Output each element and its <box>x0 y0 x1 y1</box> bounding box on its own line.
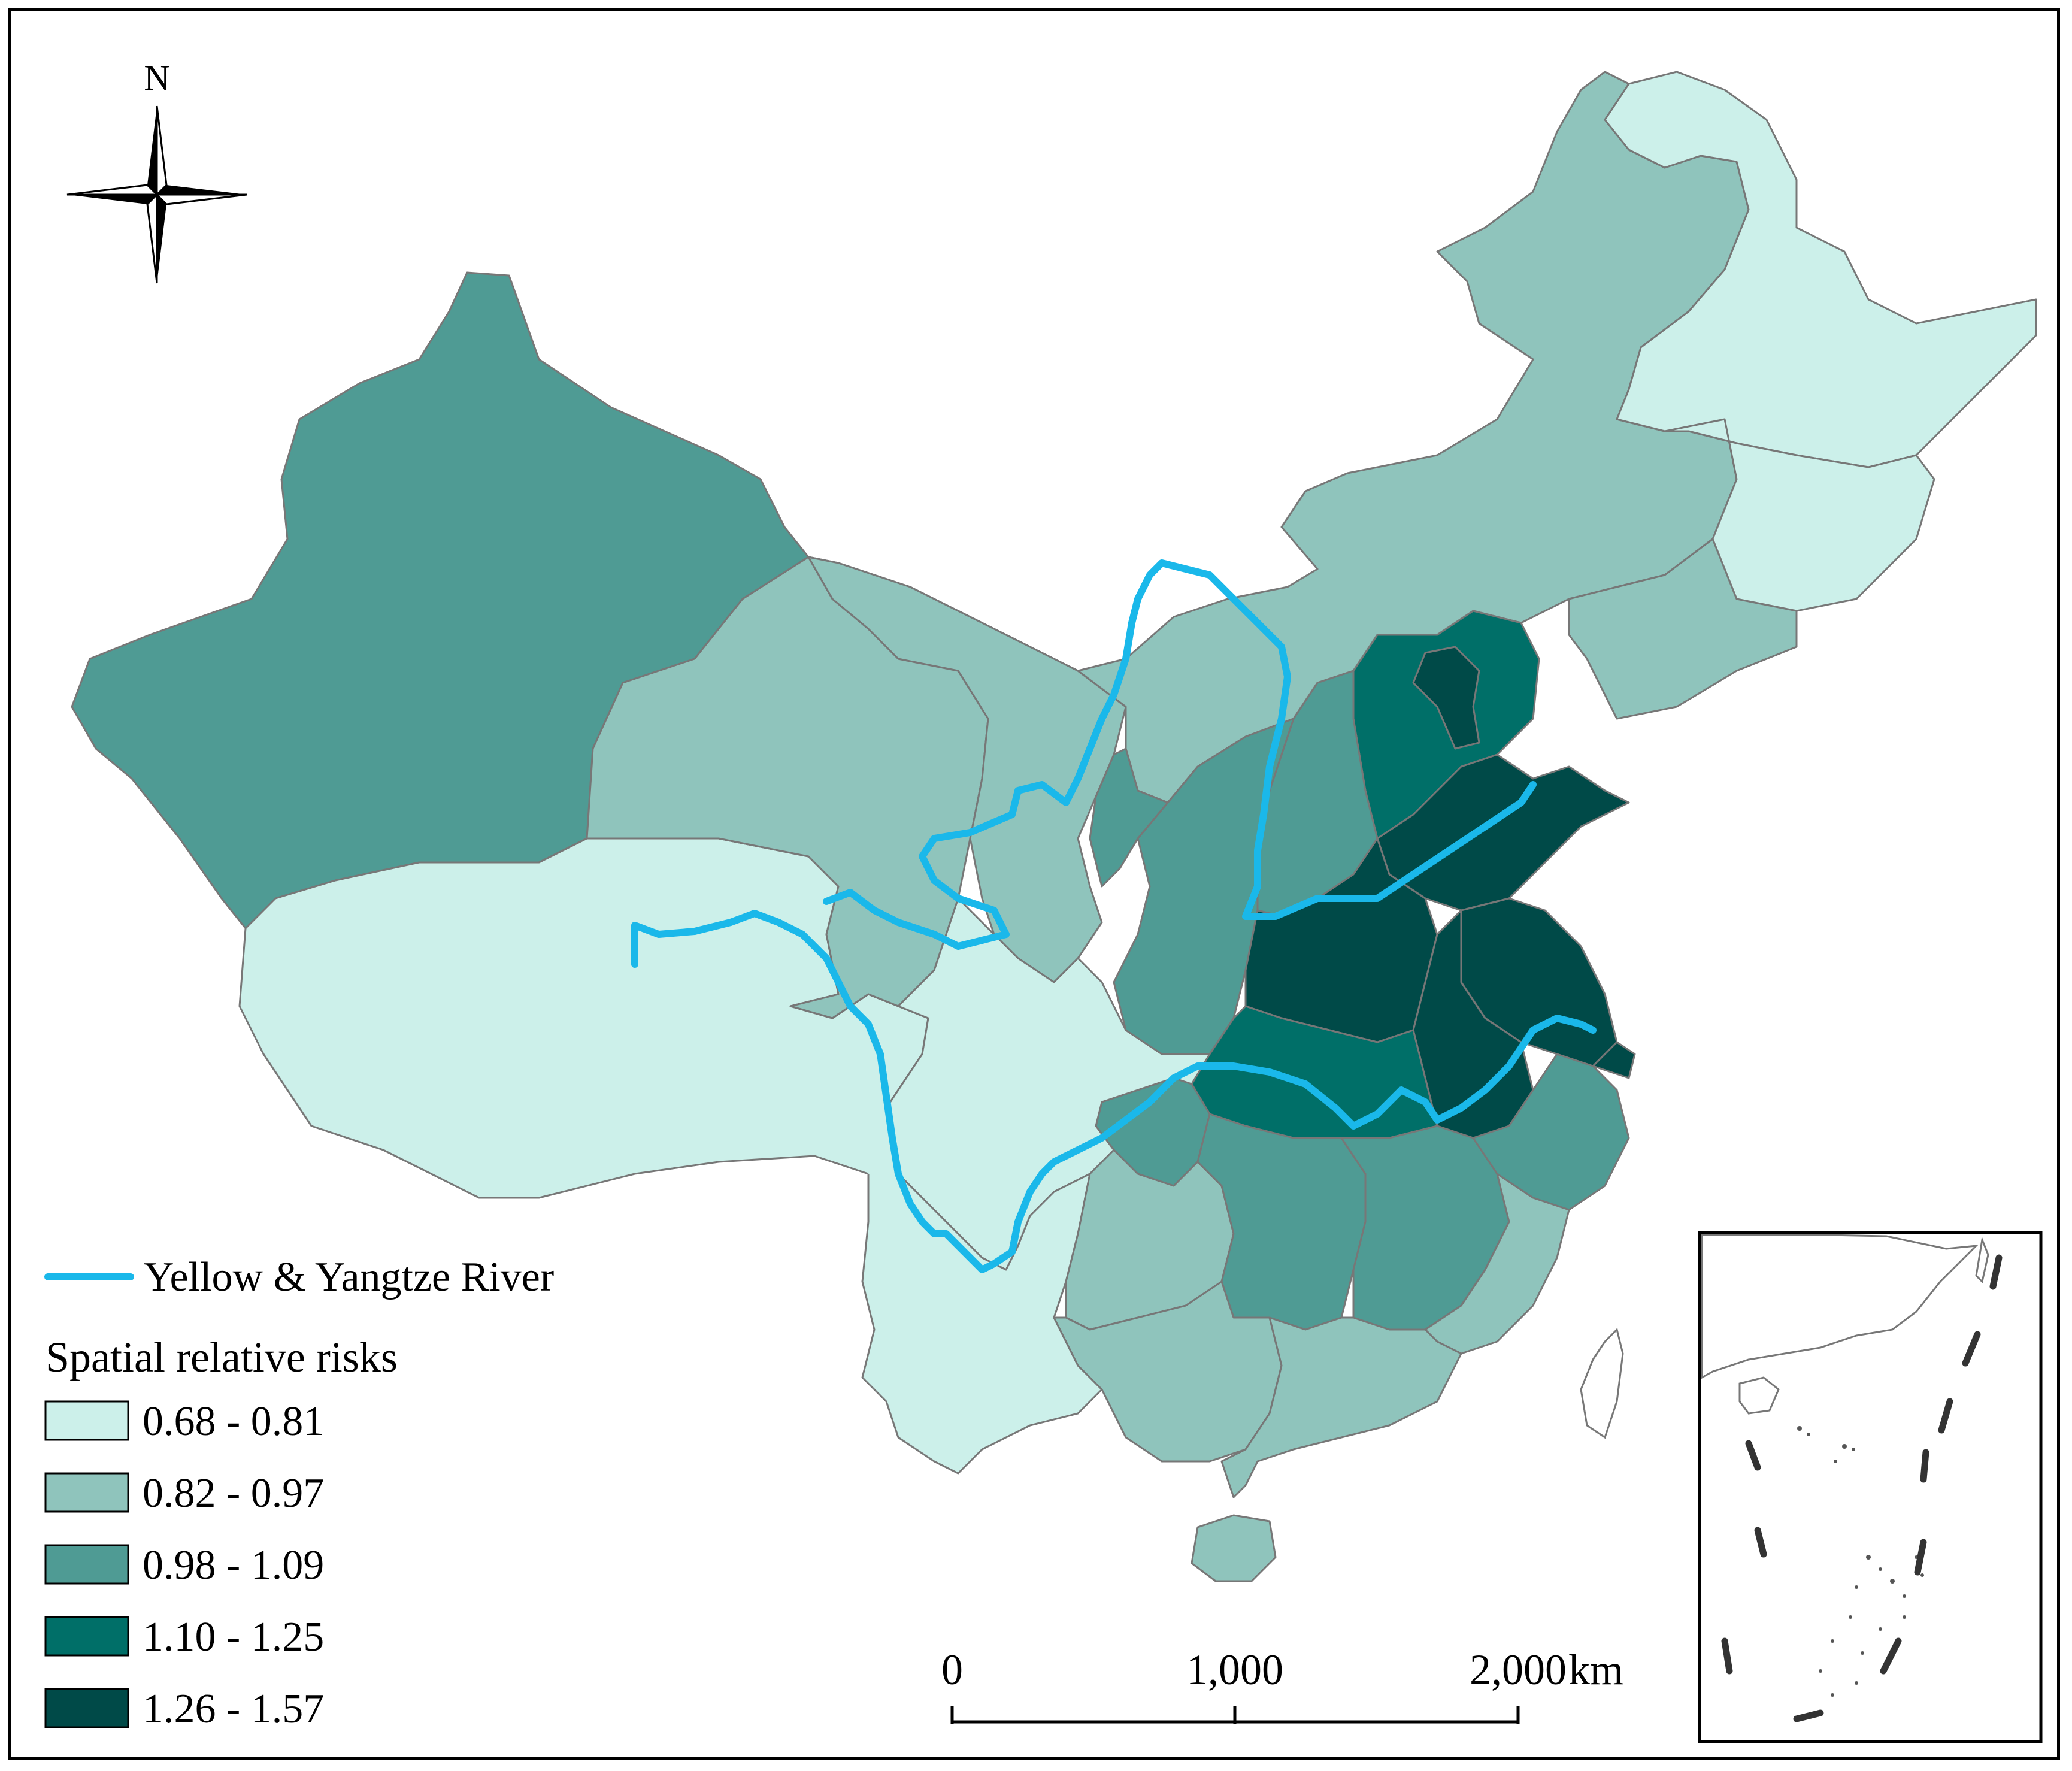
legend-label-3: 0.98 - 1.09 <box>143 1542 324 1588</box>
province-shanghai <box>1592 1041 1636 1079</box>
province-tibet <box>238 837 929 1199</box>
north-arrow: N <box>66 58 247 284</box>
legend-swatch-1 <box>44 1400 129 1441</box>
legend-label-4: 1.10 - 1.25 <box>143 1614 324 1660</box>
legend-swatch-4 <box>44 1616 129 1657</box>
china-provinces <box>71 71 2037 1582</box>
scale-label-2: 2,000 <box>1470 1646 1567 1694</box>
legend: Yellow & Yangtze River Spatial relative … <box>44 1254 554 1732</box>
province-taiwan <box>1580 1328 1624 1439</box>
province-liaoning <box>1568 538 1798 720</box>
province-ningxia <box>1089 747 1169 888</box>
scale-bar: 0 1,000 2,000 km <box>941 1646 1623 1724</box>
legend-swatch-3 <box>44 1544 129 1585</box>
rivers <box>631 559 1597 1273</box>
yangtze-river-line <box>631 910 1597 1273</box>
legend-swatch-5 <box>44 1688 129 1728</box>
province-guangdong <box>1220 1316 1462 1498</box>
scale-label-0: 0 <box>941 1646 963 1694</box>
legend-classes: 0.68 - 0.81 0.82 - 0.97 0.98 - 1.09 1.10 - … <box>44 1398 324 1732</box>
legend-title: Spatial relative risks <box>46 1333 398 1381</box>
province-beijing-tianjin <box>1412 646 1480 750</box>
scale-unit: km <box>1568 1646 1623 1694</box>
legend-label-5: 1.26 - 1.57 <box>143 1686 324 1732</box>
province-shaanxi <box>1113 718 1295 1055</box>
south-china-sea-inset-icon <box>1698 1231 2043 1743</box>
north-label: N <box>144 58 169 98</box>
compass-rose-icon <box>66 105 247 284</box>
province-jilin <box>1664 418 1935 612</box>
scale-label-1: 1,000 <box>1186 1646 1283 1694</box>
legend-label-2: 0.82 - 0.97 <box>143 1470 324 1516</box>
legend-label-1: 0.68 - 0.81 <box>143 1398 324 1445</box>
legend-swatch-2 <box>44 1472 129 1513</box>
yellow-river-line <box>823 559 1537 950</box>
province-hainan <box>1191 1514 1277 1582</box>
river-legend-label: Yellow & Yangtze River <box>144 1254 554 1300</box>
